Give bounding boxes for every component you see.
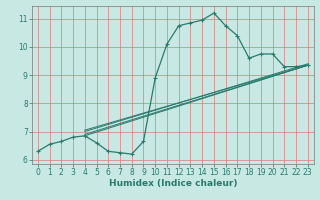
X-axis label: Humidex (Indice chaleur): Humidex (Indice chaleur) <box>108 179 237 188</box>
